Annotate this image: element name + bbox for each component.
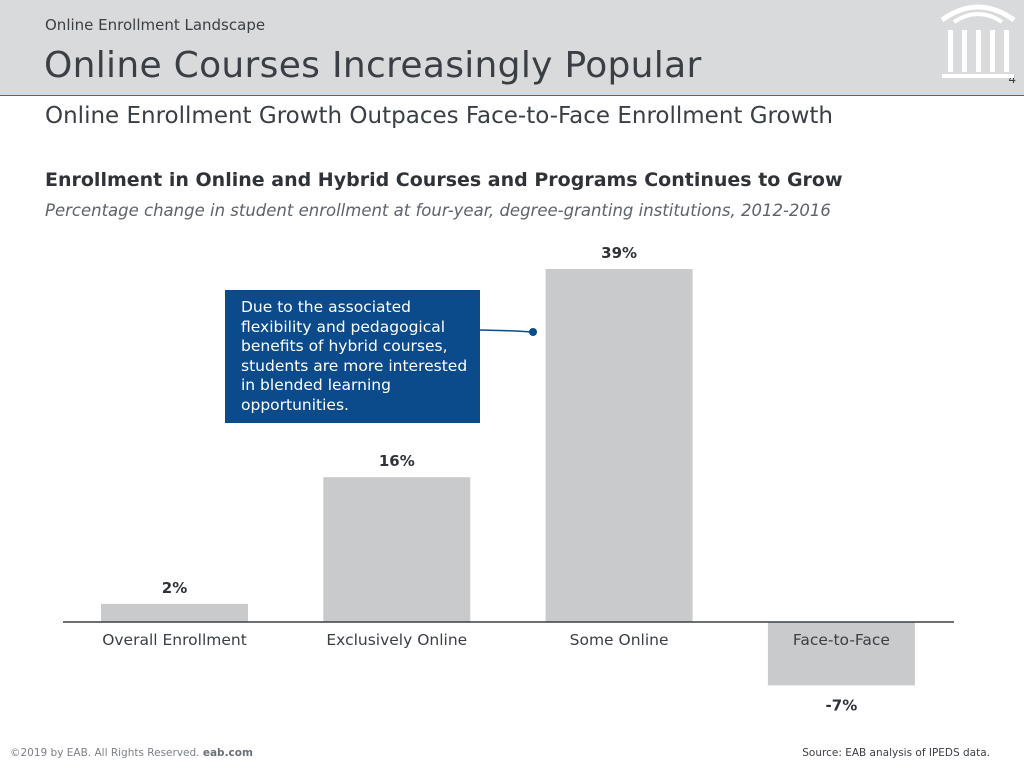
section-label: Online Enrollment Landscape [45, 16, 266, 34]
category-label: Overall Enrollment [102, 631, 247, 649]
chart-title: Enrollment in Online and Hybrid Courses … [45, 169, 843, 191]
category-label: Face-to-Face [793, 631, 890, 649]
slide-header: Online Enrollment Landscape Online Cours… [0, 0, 1024, 96]
footer-copyright: ©2019 by EAB. All Rights Reserved. eab.c… [10, 747, 253, 759]
footer-source: Source: EAB analysis of IPEDS data. [802, 747, 990, 759]
page-number: 4 [1008, 72, 1016, 86]
eab-columns-logo-icon [940, 4, 1016, 78]
category-label: Exclusively Online [326, 631, 467, 649]
chart-subtitle: Percentage change in student enrollment … [45, 201, 831, 220]
bar-some-online [545, 269, 693, 622]
callout-connector-dot [529, 328, 537, 336]
bar-overall-enrollment [101, 603, 248, 622]
bar-face-to-face [767, 622, 915, 686]
page-title: Online Courses Increasingly Popular [44, 45, 702, 86]
callout-box: Due to the associated flexibility and pe… [225, 290, 480, 423]
category-label: Some Online [570, 631, 669, 649]
data-label: 39% [601, 244, 637, 262]
data-label: 2% [162, 579, 187, 597]
brand-link[interactable]: eab.com [202, 747, 253, 759]
bar-exclusively-online [323, 477, 471, 622]
data-label: 16% [379, 452, 415, 470]
data-label: -7% [826, 696, 858, 714]
copyright-text: ©2019 by EAB. All Rights Reserved. [10, 747, 200, 759]
slide-subtitle: Online Enrollment Growth Outpaces Face-t… [45, 103, 833, 129]
callout-connector-line [479, 329, 533, 333]
